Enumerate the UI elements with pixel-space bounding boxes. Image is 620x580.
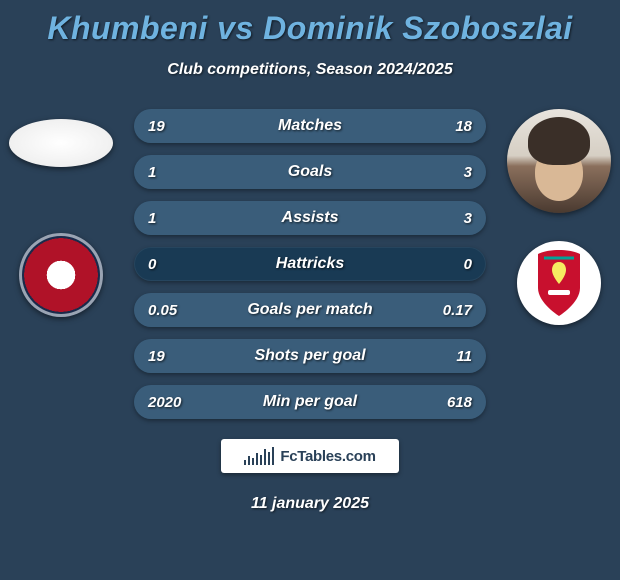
stat-value-right: 18 bbox=[432, 118, 472, 135]
stats-column: 19 Matches 18 1 Goals 3 1 Assists 3 0 Hattricks 0 0.… bbox=[134, 109, 486, 419]
stat-row: 19 Matches 18 bbox=[134, 109, 486, 143]
left-club-badge bbox=[19, 233, 103, 317]
footer-brand-text: FcTables.com bbox=[280, 448, 375, 465]
left-player-photo bbox=[9, 119, 113, 167]
stat-value-right: 618 bbox=[432, 394, 472, 411]
stat-label: Hattricks bbox=[276, 255, 344, 273]
main-area: 19 Matches 18 1 Goals 3 1 Assists 3 0 Hattricks 0 0.… bbox=[0, 109, 620, 419]
stat-value-right: 3 bbox=[432, 210, 472, 227]
liverpool-crest-icon bbox=[530, 248, 588, 318]
stat-row: 0.05 Goals per match 0.17 bbox=[134, 293, 486, 327]
date-text: 11 january 2025 bbox=[0, 495, 620, 513]
stat-label: Min per goal bbox=[263, 393, 357, 411]
stat-row: 2020 Min per goal 618 bbox=[134, 385, 486, 419]
stat-row: 0 Hattricks 0 bbox=[134, 247, 486, 281]
footer-brand-badge: FcTables.com bbox=[221, 439, 399, 473]
stat-value-left: 19 bbox=[148, 348, 188, 365]
stat-row: 1 Assists 3 bbox=[134, 201, 486, 235]
stat-label: Assists bbox=[282, 209, 339, 227]
stat-value-right: 3 bbox=[432, 164, 472, 181]
stat-label: Shots per goal bbox=[254, 347, 365, 365]
right-player-column bbox=[504, 109, 614, 325]
stat-value-left: 0.05 bbox=[148, 302, 188, 319]
stat-value-left: 19 bbox=[148, 118, 188, 135]
logo-bars-icon bbox=[244, 447, 274, 465]
stat-value-right: 11 bbox=[432, 348, 472, 365]
right-club-badge bbox=[517, 241, 601, 325]
page-title: Khumbeni vs Dominik Szoboszlai bbox=[0, 10, 620, 47]
stat-value-right: 0 bbox=[432, 256, 472, 273]
stat-value-left: 0 bbox=[148, 256, 188, 273]
stat-label: Goals bbox=[288, 163, 332, 181]
stat-label: Matches bbox=[278, 117, 342, 135]
stat-row: 19 Shots per goal 11 bbox=[134, 339, 486, 373]
stat-label: Goals per match bbox=[247, 301, 372, 319]
subtitle: Club competitions, Season 2024/2025 bbox=[0, 61, 620, 79]
stat-value-left: 2020 bbox=[148, 394, 188, 411]
stat-row: 1 Goals 3 bbox=[134, 155, 486, 189]
stat-value-right: 0.17 bbox=[432, 302, 472, 319]
comparison-card: Khumbeni vs Dominik Szoboszlai Club comp… bbox=[0, 0, 620, 580]
stat-value-left: 1 bbox=[148, 210, 188, 227]
right-player-photo bbox=[507, 109, 611, 213]
left-player-column bbox=[6, 109, 116, 317]
stat-value-left: 1 bbox=[148, 164, 188, 181]
